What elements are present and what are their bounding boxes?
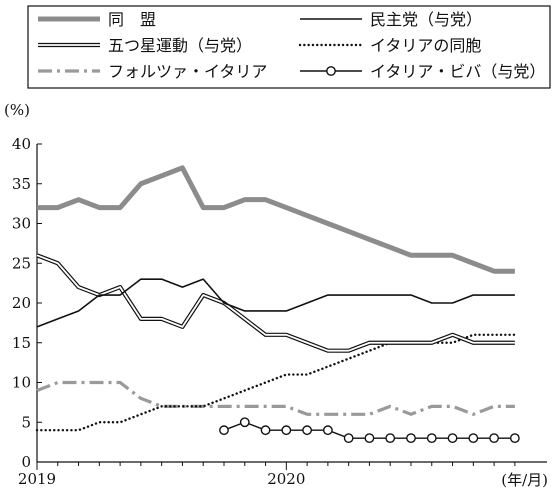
- legend-label: イタリアの同胞: [370, 36, 481, 55]
- y-tick-label: 25: [12, 254, 31, 272]
- x-tick-label: 2019: [18, 470, 56, 488]
- axes: 0 5 10 15 20 25 30 35 40 2019 2020: [12, 135, 547, 488]
- legend-item-1: 民主党（与党）: [300, 10, 482, 29]
- legend-label: フォルツァ・イタリア: [108, 62, 267, 81]
- series-4-line: [36, 380, 515, 416]
- legend-item-2: 五つ星運動（与党）: [38, 36, 252, 55]
- data-point: [302, 425, 313, 436]
- series-2: [36, 253, 515, 353]
- y-tick-label: 30: [12, 215, 31, 233]
- data-point: [239, 417, 250, 428]
- series-3: [35, 333, 517, 432]
- data-point: [447, 433, 458, 444]
- y-tick-label: 0: [21, 453, 31, 471]
- data-point: [260, 425, 271, 436]
- legend-label: 民主党（与党）: [370, 10, 482, 29]
- legend-item-4: フォルツァ・イタリア: [38, 62, 267, 81]
- data-point: [385, 433, 396, 444]
- data-point: [406, 433, 416, 444]
- y-axis-label: (%): [4, 101, 30, 119]
- data-point: [322, 425, 333, 436]
- x-axis-label: (年/月): [501, 471, 548, 489]
- data-point: [509, 433, 520, 444]
- series-3-line: [35, 333, 517, 432]
- series-1: [36, 278, 515, 328]
- data-point: [281, 425, 292, 436]
- data-point: [219, 425, 229, 436]
- y-tick-label: 35: [12, 175, 31, 193]
- legend-marker: [326, 66, 336, 76]
- series-5: [219, 417, 520, 444]
- legend-label: 五つ星運動（与党）: [108, 36, 252, 55]
- legend-item-0: 同 盟: [38, 10, 156, 29]
- legend-item-5: イタリア・ビバ（与党）: [300, 62, 545, 81]
- series-1-line: [36, 278, 515, 328]
- series-4: [36, 380, 515, 416]
- data-point: [364, 433, 375, 444]
- y-tick-label: 5: [21, 413, 31, 431]
- series-2-line-inner: [36, 254, 515, 352]
- legend-item-3: イタリアの同胞: [298, 36, 481, 55]
- y-tick-label: 15: [12, 334, 31, 352]
- plot-area: [35, 165, 520, 444]
- legend-box: [27, 5, 551, 89]
- data-point: [426, 433, 437, 444]
- series-0: [37, 165, 515, 274]
- data-point: [343, 433, 354, 444]
- legend-label: 同 盟: [108, 10, 156, 29]
- y-tick-label: 10: [12, 374, 31, 392]
- legend-label: イタリア・ビバ（与党）: [370, 62, 545, 81]
- y-tick-label: 40: [12, 135, 31, 153]
- series-0-line: [37, 165, 515, 274]
- x-tick-label: 2020: [267, 470, 305, 488]
- y-tick-label: 20: [12, 294, 31, 312]
- data-point: [489, 433, 499, 444]
- data-point: [468, 433, 479, 444]
